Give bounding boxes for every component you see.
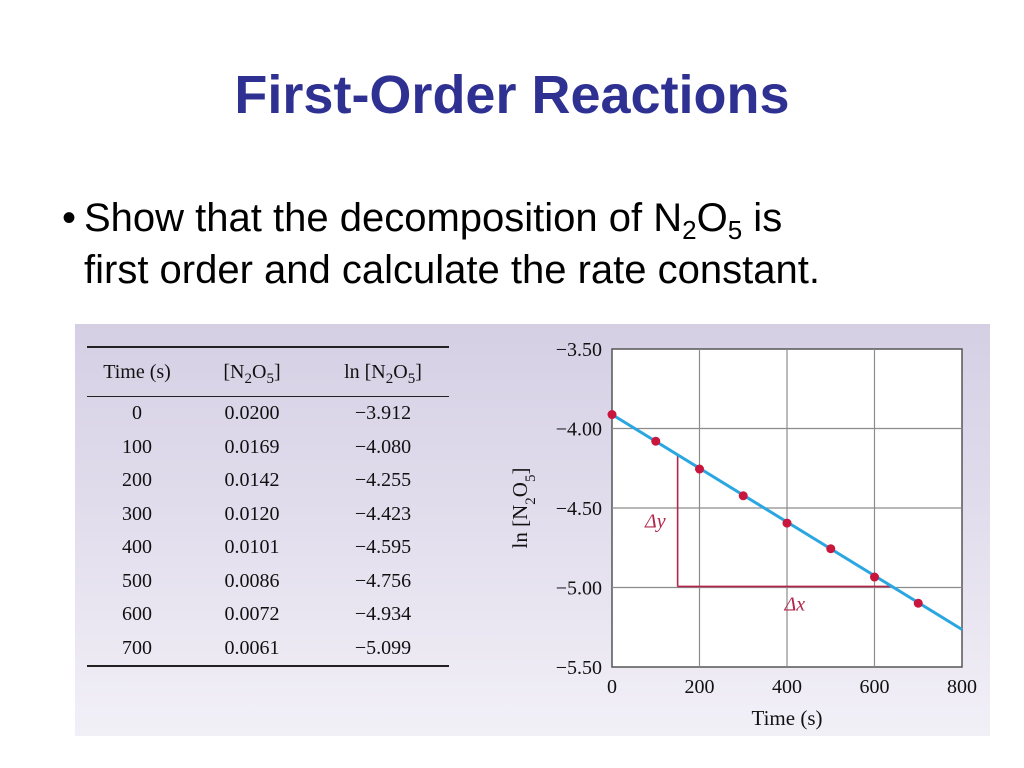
delta-y-label: Δy	[644, 511, 666, 533]
x-tick-label: 0	[607, 676, 617, 698]
data-point	[695, 464, 704, 474]
y-label-open: ln [N	[508, 505, 532, 549]
cell-ln-concentration: −5.099	[354, 636, 412, 659]
table-top-rule	[87, 346, 449, 348]
ln-concentration-chart: −3.50 −4.00 −4.50 −5.00 −5.500 200 400 600 800 Ti…	[508, 339, 977, 730]
table-row: 200 0.0142 −4.255	[87, 464, 449, 498]
cell-time: 500	[122, 569, 152, 592]
data-point	[738, 491, 748, 501]
header-conc-open: [N	[223, 360, 245, 383]
cell-ln-concentration: −3.912	[354, 402, 412, 425]
table-row: 300 0.0120 −4.423	[87, 498, 449, 532]
bullet-point: • Show that the decomposition of N2O5 is…	[62, 192, 962, 296]
y-tick-label: −4.50	[556, 498, 602, 520]
y-label-sub2: 5	[523, 475, 539, 483]
y-tick-label: −5.00	[556, 578, 602, 600]
header-concentration: [N2O5]	[187, 360, 317, 387]
header-ln-close: ]	[415, 360, 422, 383]
header-conc-sub1: 2	[244, 370, 252, 387]
bullet-subscript-2: 2	[682, 215, 697, 245]
x-tick-label: 800	[947, 676, 977, 698]
y-label-mid: O	[508, 482, 532, 497]
header-ln-concentration: ln [N2O5]	[317, 360, 449, 387]
x-tick-label: 600	[860, 676, 890, 698]
cell-concentration: 0.0086	[224, 569, 280, 592]
cell-ln-concentration: −4.423	[354, 502, 412, 525]
header-conc-close: ]	[273, 360, 281, 383]
table-row: 500 0.0086 −4.756	[87, 565, 449, 599]
header-conc-mid: O	[251, 360, 267, 383]
cell-concentration: 0.0120	[224, 502, 280, 525]
bullet-line1-part2: is	[742, 196, 783, 240]
data-table: Time (s) [N2O5] ln [N2O5] 0 0.0200 −3.912 1…	[87, 346, 449, 667]
table-body: 0 0.0200 −3.912 100 0.0169 −4.080 200 0.0142 −4.…	[87, 397, 449, 665]
bullet-line1-part1: Show that the decomposition of N	[84, 196, 683, 240]
cell-time: 0	[132, 402, 142, 425]
cell-concentration: 0.0061	[224, 636, 280, 659]
header-ln-sub1: 2	[385, 370, 394, 387]
table-row: 100 0.0169 −4.080	[87, 431, 449, 465]
data-point	[651, 436, 661, 446]
header-ln-mid: O	[393, 360, 408, 383]
data-point	[607, 410, 617, 420]
cell-ln-concentration: −4.934	[354, 603, 412, 626]
table-bottom-rule	[87, 665, 449, 667]
y-label-close: ]	[508, 468, 532, 475]
table-row: 600 0.0072 −4.934	[87, 598, 449, 632]
data-point	[782, 518, 792, 528]
y-tick-label: −5.50	[556, 657, 602, 679]
cell-ln-concentration: −4.255	[354, 469, 412, 492]
cell-time: 400	[122, 536, 152, 559]
header-ln-open: ln [N	[344, 360, 386, 383]
delta-x-label: Δx	[784, 593, 806, 615]
x-axis-label: Time (s)	[752, 706, 823, 730]
bullet-text: Show that the decomposition of N2O5 is f…	[84, 192, 962, 296]
y-axis-label: ln [N2O5]	[508, 468, 539, 549]
data-point	[870, 572, 879, 582]
data-point	[826, 544, 836, 554]
cell-time: 100	[122, 435, 152, 458]
header-conc-sub2: 5	[266, 370, 274, 387]
table-row: 400 0.0101 −4.595	[87, 531, 449, 565]
y-tick-label: −4.00	[556, 419, 602, 441]
data-point	[913, 598, 923, 608]
bullet-marker: •	[62, 196, 77, 240]
cell-concentration: 0.0101	[224, 536, 280, 559]
cell-ln-concentration: −4.595	[354, 536, 412, 559]
cell-time: 600	[122, 603, 152, 626]
table-header-row: Time (s) [N2O5] ln [N2O5]	[87, 348, 449, 396]
figure-panel: Time (s) [N2O5] ln [N2O5] 0 0.0200 −3.912 1…	[75, 324, 990, 736]
cell-time: 200	[122, 469, 152, 492]
table-row: 700 0.0061 −5.099	[87, 632, 449, 666]
header-ln-sub2: 5	[407, 370, 416, 387]
x-tick-label: 200	[685, 676, 715, 698]
header-time: Time (s)	[103, 360, 171, 383]
bullet-line2: first order and calculate the rate const…	[84, 248, 820, 292]
cell-concentration: 0.0072	[224, 603, 280, 626]
x-tick-label: 400	[772, 676, 802, 698]
cell-ln-concentration: −4.080	[354, 435, 412, 458]
cell-concentration: 0.0142	[224, 469, 280, 492]
bullet-o: O	[696, 196, 728, 240]
bullet-subscript-5: 5	[727, 215, 743, 245]
y-label-sub1: 2	[523, 497, 539, 505]
cell-time: 700	[122, 636, 152, 659]
cell-ln-concentration: −4.756	[354, 569, 412, 592]
cell-concentration: 0.0169	[224, 435, 280, 458]
table-row: 0 0.0200 −3.912	[87, 397, 449, 431]
cell-time: 300	[122, 502, 152, 525]
slide-title: First-Order Reactions	[234, 65, 790, 125]
y-tick-label: −3.50	[556, 339, 602, 361]
cell-concentration: 0.0200	[224, 402, 280, 425]
table-header-rule	[87, 396, 449, 397]
